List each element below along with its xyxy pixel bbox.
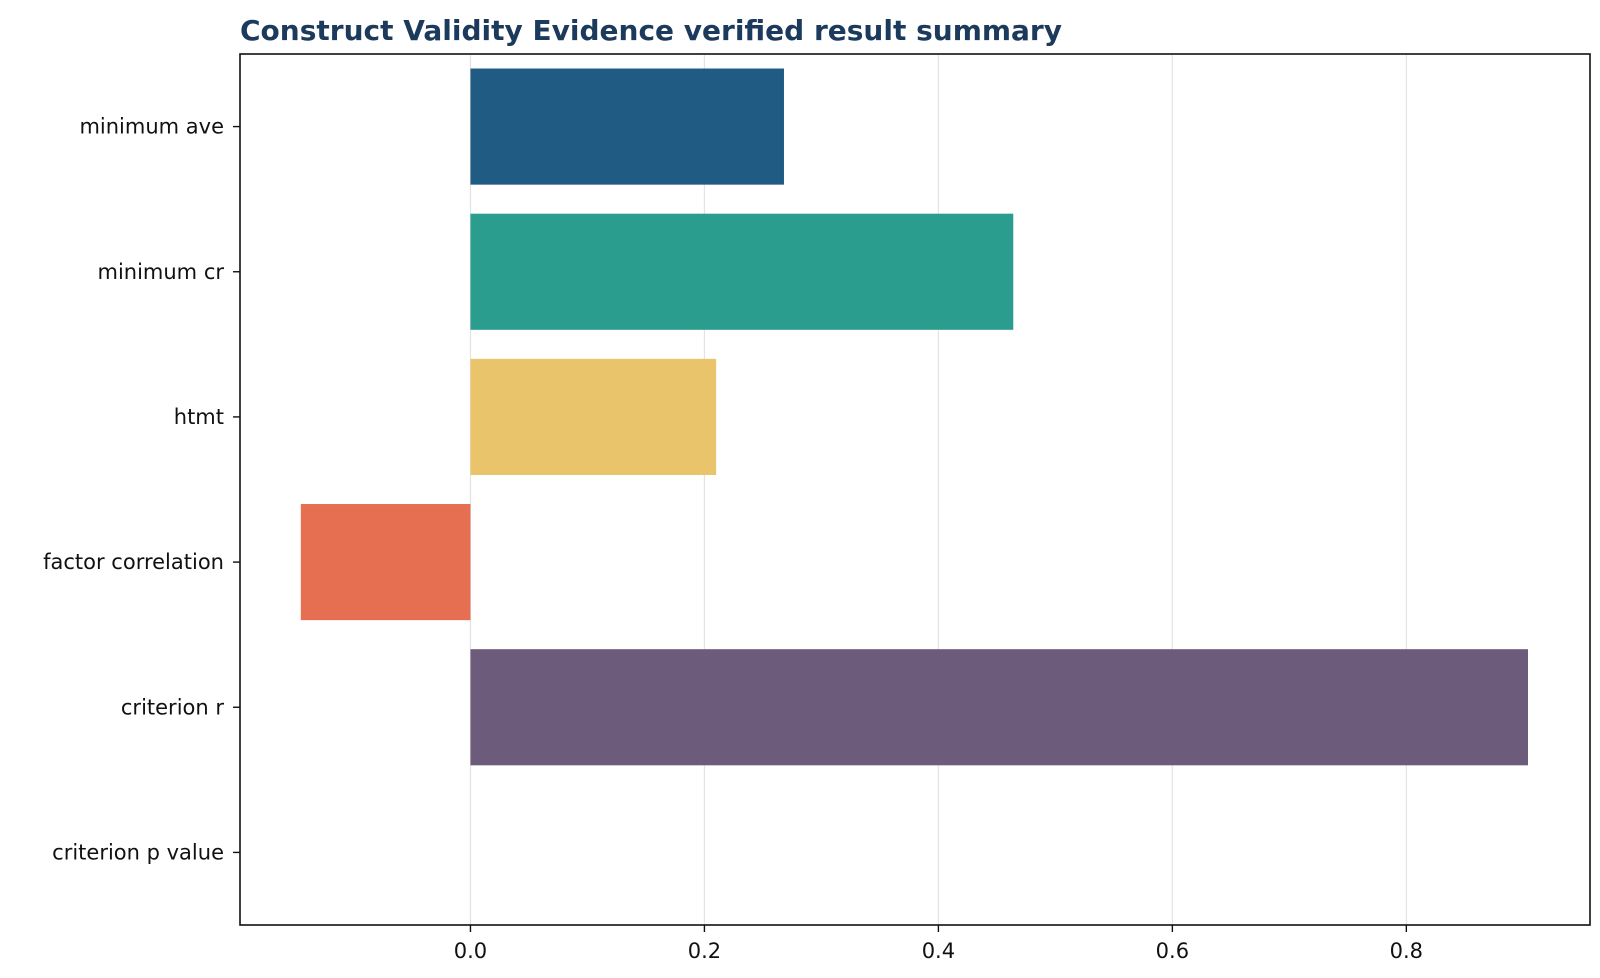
bar-factor-correlation <box>300 504 471 621</box>
x-tick-label: 0.0 <box>454 939 487 963</box>
bar-minimum-cr <box>470 213 1014 330</box>
bars <box>300 68 1528 766</box>
bar-htmt <box>470 358 717 475</box>
x-tick-label: 0.8 <box>1390 939 1423 963</box>
y-tick-label: htmt <box>174 405 224 429</box>
bar-minimum-ave <box>470 68 784 185</box>
x-axis: 0.0 0.2 0.4 0.6 0.8 <box>454 925 1423 963</box>
y-tick-label: minimum cr <box>97 260 224 284</box>
bar-criterion-r <box>470 649 1528 766</box>
x-tick-label: 0.6 <box>1156 939 1189 963</box>
y-axis: minimum ave minimum cr htmt factor correlat… <box>43 115 240 864</box>
x-tick-label: 0.2 <box>688 939 721 963</box>
x-tick-label: 0.4 <box>922 939 955 963</box>
y-tick-label: criterion r <box>121 695 224 719</box>
grid-lines <box>469 54 1407 925</box>
plot-area-frame <box>239 53 1591 926</box>
y-tick-label: criterion p value <box>52 840 224 864</box>
y-tick-label: minimum ave <box>79 115 224 139</box>
chart-title: Construct Validity Evidence verified res… <box>240 14 1062 47</box>
y-tick-label: factor correlation <box>43 550 224 574</box>
